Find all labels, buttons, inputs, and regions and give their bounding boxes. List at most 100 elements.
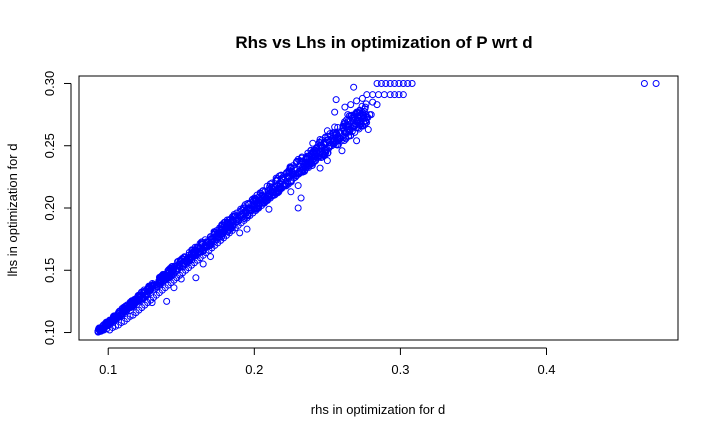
data-point (334, 141, 342, 149)
data-point (332, 96, 340, 104)
data-point (291, 170, 299, 178)
data-point (391, 91, 399, 99)
data-point (109, 312, 117, 320)
data-point (199, 260, 207, 268)
data-point (298, 153, 306, 161)
data-point (281, 180, 289, 188)
data-point (218, 230, 226, 238)
data-point (373, 101, 381, 109)
data-point (256, 199, 264, 207)
x-tick-label: 0.1 (99, 362, 117, 377)
data-point (109, 315, 117, 323)
data-point (130, 300, 138, 308)
data-point (358, 94, 366, 102)
plot-frame (78, 75, 679, 341)
data-point (148, 299, 156, 307)
data-point (177, 275, 185, 283)
data-point (353, 137, 361, 145)
data-point (395, 91, 403, 99)
data-point (361, 105, 369, 113)
data-points (94, 79, 660, 336)
data-point (353, 112, 361, 120)
data-point (324, 136, 332, 144)
data-point (338, 147, 346, 155)
y-axis: 0.10 0.15 0.20 0.25 0.30 (42, 71, 72, 345)
data-point (300, 164, 307, 172)
data-point (380, 91, 388, 99)
y-axis-label: lhs in optimization for d (5, 144, 20, 277)
data-point (362, 100, 370, 108)
data-point (331, 129, 339, 137)
y-tick-label: 0.20 (42, 195, 57, 220)
data-point (126, 298, 134, 306)
data-point (285, 167, 293, 175)
data-point (361, 120, 369, 128)
x-axis: 0.1 0.2 0.3 0.4 (99, 347, 556, 377)
data-point (307, 154, 315, 162)
data-point (191, 249, 199, 257)
data-point (350, 123, 358, 131)
data-point (377, 79, 385, 87)
data-point (187, 250, 195, 258)
data-point (176, 263, 184, 271)
data-point (205, 242, 213, 250)
data-point (197, 242, 205, 250)
data-point (245, 207, 253, 215)
data-point (364, 126, 372, 134)
data-point (640, 79, 648, 87)
data-point (253, 204, 261, 212)
data-point (211, 229, 219, 237)
data-point (96, 325, 104, 333)
data-point (275, 172, 283, 180)
data-point (287, 188, 295, 196)
data-point (363, 91, 371, 99)
data-point (353, 97, 361, 105)
data-point (181, 254, 189, 262)
data-point (320, 152, 328, 160)
data-point (331, 108, 339, 116)
data-point (150, 281, 158, 289)
x-axis-label: rhs in optimization for d (311, 402, 445, 417)
data-point (238, 207, 246, 215)
data-point (300, 167, 308, 175)
data-point (105, 320, 113, 328)
data-point (297, 168, 305, 176)
data-point (163, 269, 171, 277)
data-point (140, 294, 148, 302)
data-point (242, 208, 250, 216)
data-point (309, 155, 317, 163)
chart-title: Rhs vs Lhs in optimization of P wrt d (235, 33, 532, 52)
data-point (329, 135, 337, 143)
data-point (165, 267, 173, 275)
data-point (99, 325, 107, 333)
data-point (386, 91, 394, 99)
data-point (309, 139, 317, 147)
data-point (229, 216, 237, 224)
data-point (221, 224, 229, 232)
data-point (347, 101, 355, 109)
data-point (217, 231, 225, 239)
data-point (297, 194, 305, 202)
data-point (294, 204, 302, 212)
data-point (382, 79, 390, 87)
data-point (159, 275, 167, 283)
data-point (118, 310, 126, 318)
data-point (386, 79, 394, 87)
data-point (229, 221, 237, 229)
data-point (350, 83, 358, 91)
data-point (375, 91, 382, 99)
data-point (192, 274, 200, 282)
data-point (274, 188, 282, 196)
y-tick-label: 0.25 (42, 133, 57, 158)
data-point (181, 257, 189, 265)
data-point (369, 91, 377, 99)
data-point (265, 205, 273, 213)
data-point (404, 79, 412, 87)
data-point (345, 132, 353, 140)
y-tick-label: 0.15 (42, 258, 57, 283)
data-point (259, 192, 267, 200)
data-point (289, 171, 297, 179)
data-point (170, 284, 178, 292)
x-tick-label: 0.3 (391, 362, 409, 377)
